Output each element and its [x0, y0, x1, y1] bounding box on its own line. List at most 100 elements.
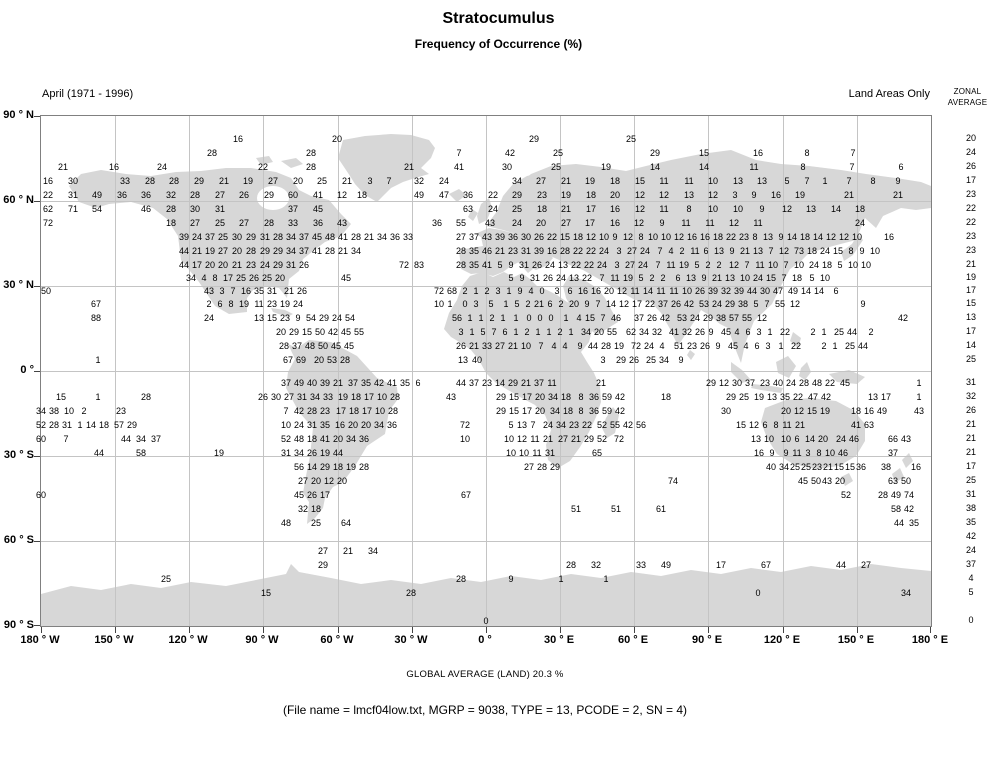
- grid-value: 5: [638, 273, 644, 284]
- grid-value: 20: [593, 327, 605, 338]
- grid-value: 16: [699, 232, 711, 243]
- grid-value: 4: [201, 273, 207, 284]
- grid-value: 42: [659, 313, 671, 324]
- grid-value: 55: [606, 327, 618, 338]
- grid-value: 40: [471, 355, 483, 366]
- grid-value: 29: [126, 420, 138, 431]
- grid-value: 18: [806, 246, 818, 257]
- grid-value: 41: [386, 378, 398, 389]
- grid-value: 24: [752, 273, 764, 284]
- grid-value: 21: [332, 378, 344, 389]
- grid-value: 49: [660, 560, 672, 571]
- landmass-europe: [459, 228, 553, 276]
- grid-value: 46: [140, 204, 152, 215]
- grid-value: 23: [811, 462, 823, 473]
- grid-value: 74: [903, 490, 915, 501]
- coverage-label: Land Areas Only: [848, 88, 930, 100]
- grid-value: 3: [765, 341, 771, 352]
- grid-value: 3: [614, 260, 620, 271]
- grid-value: 27: [557, 434, 569, 445]
- grid-value: 36: [116, 190, 128, 201]
- grid-value: 1: [500, 313, 506, 324]
- grid-value: 27: [860, 560, 872, 571]
- grid-value: 17: [880, 392, 892, 403]
- grid-value: 11: [755, 260, 765, 271]
- grid-value: 19: [238, 299, 250, 310]
- grid-value: 43: [481, 232, 493, 243]
- grid-value: 9: [708, 327, 714, 338]
- grid-value: 39: [733, 286, 745, 297]
- grid-value: 8: [800, 162, 806, 173]
- grid-value: 19: [584, 176, 596, 187]
- x-axis-tick: [263, 627, 264, 633]
- zonal-average-value: 17: [965, 326, 977, 337]
- grid-value: 19: [204, 246, 216, 257]
- grid-value: 43: [913, 406, 925, 417]
- grid-value: 9: [701, 273, 707, 284]
- grid-value: 12: [707, 190, 719, 201]
- grid-value: 51: [570, 504, 582, 515]
- grid-value: 49: [293, 378, 305, 389]
- grid-value: 7: [600, 313, 606, 324]
- grid-value: 57: [113, 420, 125, 431]
- grid-value: 10: [63, 406, 75, 417]
- grid-value: 0: [548, 313, 554, 324]
- zonal-average-value: 23: [965, 245, 977, 256]
- grid-value: 24: [643, 341, 655, 352]
- grid-value: 25: [844, 341, 856, 352]
- grid-value: 24: [544, 260, 556, 271]
- grid-value: 48: [811, 378, 823, 389]
- grid-value: 19: [613, 341, 625, 352]
- grid-value: 9: [860, 299, 866, 310]
- grid-value: 32: [297, 504, 309, 515]
- grid-value: 14: [698, 162, 710, 173]
- grid-value: 74: [667, 476, 679, 487]
- grid-value: 68: [446, 286, 458, 297]
- grid-value: 1: [506, 286, 512, 297]
- grid-value: 53: [676, 313, 688, 324]
- grid-value: 66: [887, 434, 899, 445]
- grid-value: 10: [869, 246, 881, 257]
- grid-value: 19: [794, 190, 806, 201]
- grid-value: 20: [313, 355, 325, 366]
- grid-value: 28: [405, 588, 417, 599]
- y-axis: 90 ° N 60 ° N 30 ° N 0 ° 30 ° S 60 ° S 90 ° S: [0, 109, 36, 631]
- grid-value: 24: [438, 176, 450, 187]
- zonal-average-value: 19: [965, 272, 977, 283]
- grid-value: 11: [690, 246, 700, 257]
- grid-value: 34: [549, 406, 561, 417]
- grid-value: 22: [581, 420, 593, 431]
- grid-line-horizontal: [41, 541, 931, 542]
- grid-value: 24: [808, 260, 820, 271]
- grid-value: 27: [214, 190, 226, 201]
- grid-value: 22: [570, 260, 582, 271]
- grid-value: 2: [716, 260, 722, 271]
- zonal-average-value: 17: [965, 285, 977, 296]
- grid-value: 44: [93, 448, 105, 459]
- grid-value: 26: [542, 273, 554, 284]
- grid-value: 44: [893, 518, 905, 529]
- grid-value: 24: [292, 299, 304, 310]
- grid-value: 7: [850, 148, 856, 159]
- x-axis-label: 60 ° E: [617, 634, 649, 646]
- grid-value: 7: [456, 148, 462, 159]
- grid-value: 13: [766, 392, 778, 403]
- grid-value: 55: [353, 327, 365, 338]
- grid-value: 40: [306, 378, 318, 389]
- grid-value: 20: [534, 406, 546, 417]
- grid-value: 28: [798, 378, 810, 389]
- grid-value: 15: [832, 246, 844, 257]
- grid-value: 33: [481, 341, 493, 352]
- grid-value: 21: [363, 232, 375, 243]
- grid-value: 42: [614, 406, 626, 417]
- grid-value: 45: [720, 327, 732, 338]
- grid-value: 56: [293, 462, 305, 473]
- grid-value: 24: [637, 260, 649, 271]
- grid-value: 34: [580, 327, 592, 338]
- zonal-average-value: 22: [965, 203, 977, 214]
- grid-value: 31: [518, 260, 530, 271]
- grid-value: 2: [525, 299, 531, 310]
- grid-value: 34: [555, 420, 567, 431]
- grid-value: 2: [524, 327, 530, 338]
- grid-value: 17: [191, 260, 203, 271]
